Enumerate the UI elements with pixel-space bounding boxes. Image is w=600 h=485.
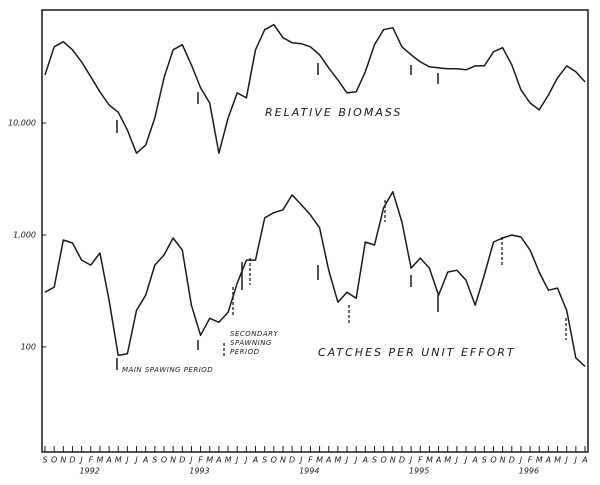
x-tick-label: J [234,456,239,465]
x-tick-label: F [528,456,533,465]
x-tick-label: J [408,456,413,465]
x-tick-label: S [482,456,487,465]
x-tick-label: J [78,456,83,465]
x-tick-label: M [96,456,103,465]
x-tick-label: J [344,456,349,465]
year-label: 1995 [409,467,429,476]
year-label: 1992 [79,467,99,476]
x-tick-label: M [536,456,543,465]
x-tick-label: N [280,456,286,465]
x-tick-label: A [105,456,111,465]
x-tick-label: O [51,456,57,465]
x-tick-label: O [490,456,496,465]
x-tick-label: O [271,456,277,465]
x-tick-label: J [518,456,523,465]
x-tick-label: F [198,456,203,465]
x-tick-label: N [390,456,396,465]
x-tick-label: J [564,456,569,465]
x-tick-label: A [142,456,148,465]
x-tick-label: F [418,456,423,465]
annotation: MAIN SPAWING PERIOD [122,366,213,374]
x-tick-label: D [69,456,75,465]
x-tick-label: J [298,456,303,465]
x-tick-label: J [188,456,193,465]
x-tick-label: N [500,456,506,465]
x-tick-label: A [325,456,331,465]
x-tick-label: M [316,456,323,465]
x-tick-label: M [206,456,213,465]
x-tick-label: S [42,456,47,465]
year-label: 1996 [519,467,539,476]
x-tick-label: A [362,456,368,465]
x-tick-label: A [215,456,221,465]
x-tick-label: O [380,456,386,465]
series-label: CATCHES PER UNIT EFFORT [318,346,516,359]
data-line [44,191,586,367]
plot-frame [41,9,589,453]
x-tick-label: A [471,456,477,465]
x-tick-label: M [554,456,561,465]
annotation: SPAWNING [230,339,272,347]
x-tick-label: M [225,456,232,465]
x-tick-label: N [170,456,176,465]
year-label: 1993 [189,467,209,476]
x-tick-label: D [509,456,515,465]
y-tick-label: 10,000 [8,119,36,128]
x-tick-label: D [289,456,295,465]
x-tick-label: A [435,456,441,465]
series-label: RELATIVE BIOMASS [265,106,402,119]
x-tick-label: F [88,456,93,465]
x-tick-label: J [454,456,459,465]
x-tick-label: M [426,456,433,465]
x-tick-label: S [152,456,157,465]
annotation: SECONDARY [230,330,279,338]
x-tick-label: M [334,456,341,465]
x-tick-label: J [573,456,578,465]
x-tick-label: A [581,456,587,465]
x-tick-label: A [545,456,551,465]
spawning-markers [116,63,567,370]
x-tick-label: J [463,456,468,465]
x-tick-label: O [161,456,167,465]
annotation: PERIOD [230,348,260,356]
x-tick-label: J [243,456,248,465]
x-tick-label: F [308,456,313,465]
x-tick-label: D [399,456,405,465]
x-tick-label: S [372,456,377,465]
data-line [44,23,586,154]
y-tick-label: 1,000 [13,230,36,239]
x-tick-label: D [179,456,185,465]
x-tick-label: M [444,456,451,465]
x-tick-label: J [133,456,138,465]
x-tick-label: J [353,456,358,465]
year-label: 1994 [299,467,319,476]
y-tick-label: 100 [21,342,36,351]
x-tick-label: J [124,456,129,465]
x-tick-label: N [60,456,66,465]
x-tick-label: A [252,456,258,465]
x-tick-label: S [262,456,267,465]
x-tick-label: M [115,456,122,465]
